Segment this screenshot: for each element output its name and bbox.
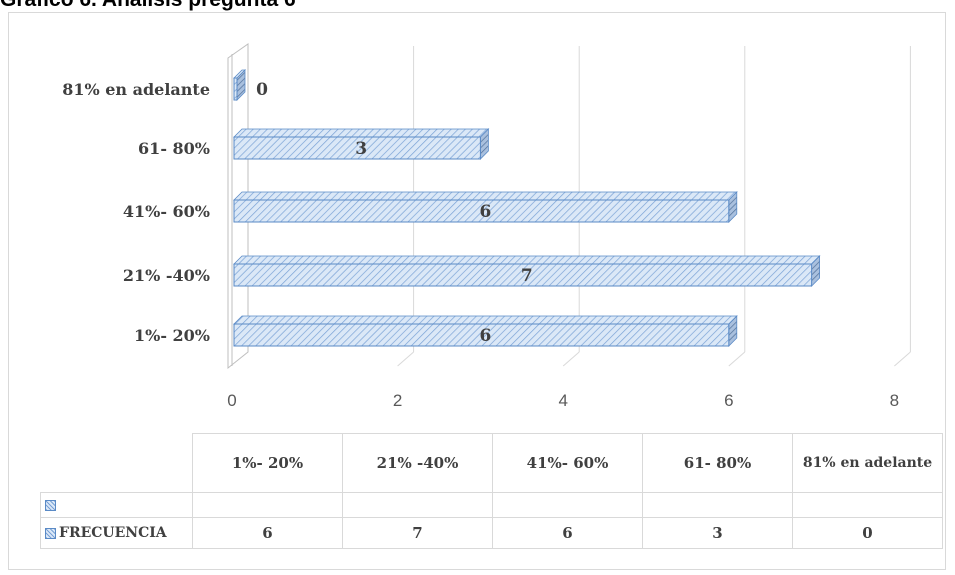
table-cell: [192, 492, 343, 518]
legend-key-icon: [45, 527, 56, 539]
bar: [233, 136, 481, 160]
y-category-label: 61- 80%: [138, 139, 210, 158]
x-tick-label: 6: [724, 391, 733, 410]
data-label: 7: [521, 266, 533, 286]
y-category-label: 41%- 60%: [123, 202, 210, 221]
data-label: 6: [479, 326, 491, 346]
gridline: [397, 351, 414, 367]
data-label: 0: [256, 80, 268, 100]
y-category-label: 21% -40%: [123, 266, 210, 285]
chart-frame: [8, 12, 946, 570]
table-header-cell: 41%- 60%: [492, 433, 643, 493]
legend-key-icon: [45, 499, 56, 511]
table-corner: [40, 433, 193, 493]
table-cell: 6: [192, 517, 343, 549]
gridline: [894, 351, 911, 367]
data-label: 3: [355, 139, 367, 159]
bars: [233, 69, 821, 347]
x-tick-label: 2: [393, 391, 402, 410]
table-row-label: FRECUENCIA: [40, 517, 193, 549]
bar: [233, 77, 238, 101]
y-category-label: 81% en adelante: [62, 80, 210, 99]
table-cell: [342, 492, 493, 518]
table-header-cell: 61- 80%: [642, 433, 793, 493]
table-cell: [492, 492, 643, 518]
bar: [233, 323, 730, 347]
bar-top-face: [233, 128, 490, 138]
table-cell: 6: [492, 517, 643, 549]
bar-top-face: [233, 255, 821, 265]
bar-top-face: [233, 315, 738, 325]
bar: [233, 199, 730, 223]
y-category-label: 1%- 20%: [134, 326, 210, 345]
table-row: [40, 492, 943, 518]
data-label: 6: [479, 202, 491, 222]
bar-top-face: [233, 191, 738, 201]
bar: [233, 263, 813, 287]
page-title: Grafico 6. Análisis pregunta 6: [0, 0, 296, 12]
x-tick-label: 4: [558, 391, 567, 410]
table-header-cell: 21% -40%: [342, 433, 493, 493]
labels: 0 2 4 6 8 1%- 20% 6 21% -40% 7 41%- 60% 6 61- 80% 3 8…: [62, 80, 899, 410]
gridline: [562, 351, 580, 367]
table-row-label: [40, 492, 193, 518]
table-cell: [642, 492, 793, 518]
x-tick-label: 8: [890, 391, 899, 410]
x-tick-label: 0: [227, 391, 236, 410]
table-cell: 3: [642, 517, 793, 549]
gridline: [728, 351, 746, 367]
table-header-cell: 81% en adelante: [792, 433, 943, 493]
table-cell: [792, 492, 943, 518]
data-table: 1%- 20% 21% -40% 41%- 60% 61- 80% 81% en…: [40, 433, 943, 549]
table-cell: 0: [792, 517, 943, 549]
table-row: FRECUENCIA 6 7 6 3 0: [40, 517, 943, 549]
table-cell: 7: [342, 517, 493, 549]
table-header-cell: 1%- 20%: [192, 433, 343, 493]
